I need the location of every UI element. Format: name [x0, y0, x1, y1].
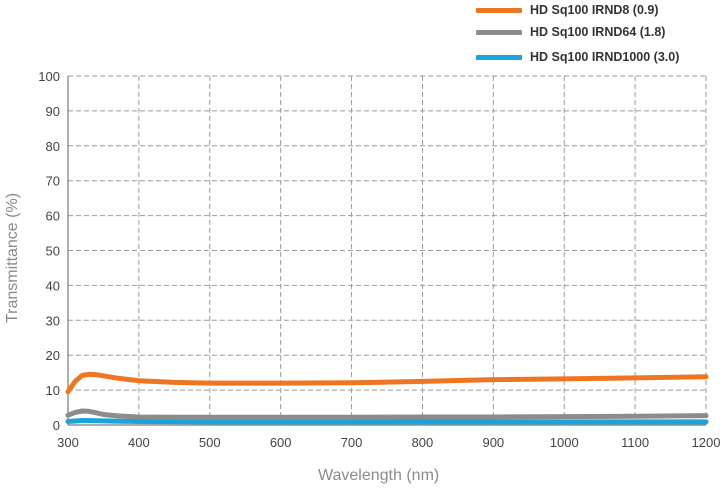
y-tick-label: 60	[46, 209, 60, 224]
x-tick-label: 700	[341, 435, 363, 450]
x-tick-label: 1200	[692, 435, 720, 450]
x-tick-label: 1100	[621, 435, 649, 450]
y-tick-label: 100	[38, 69, 60, 84]
x-tick-label: 300	[57, 435, 79, 450]
legend-item-irnd1000: HD Sq100 IRND1000 (3.0)	[476, 47, 679, 67]
legend-item-irnd8: HD Sq100 IRND8 (0.9)	[476, 0, 659, 20]
series-line-irnd8	[65, 371, 709, 395]
y-tick-label: 80	[46, 139, 60, 154]
axes	[67, 76, 706, 426]
legend-label-irnd8: HD Sq100 IRND8 (0.9)	[530, 3, 659, 17]
y-tick-label: 50	[46, 244, 60, 259]
y-tick-label: 20	[46, 348, 60, 363]
series-line-irnd1000	[65, 418, 709, 425]
legend-label-irnd64: HD Sq100 IRND64 (1.8)	[530, 25, 666, 39]
x-axis-title: Wavelength (nm)	[318, 467, 440, 484]
grid	[68, 75, 707, 425]
series-lines	[65, 371, 709, 425]
y-tick-label: 40	[46, 278, 60, 293]
tick-labels: 0 10 20 30 40 50 60 70 80 90 100 300 400 500 600 700 800…	[38, 69, 720, 450]
x-tick-label: 1000	[550, 435, 579, 450]
x-tick-label: 800	[412, 435, 434, 450]
y-tick-label: 70	[46, 174, 60, 189]
y-tick-label: 10	[46, 383, 60, 398]
y-axis-title: Transmittance (%)	[4, 192, 21, 324]
x-tick-label: 500	[199, 435, 221, 450]
y-tick-label: 90	[46, 104, 60, 119]
legend-label-irnd1000: HD Sq100 IRND1000 (3.0)	[530, 50, 680, 64]
y-tick-label: 0	[53, 418, 60, 433]
legend-swatch-irnd1000	[476, 54, 522, 60]
x-tick-label: 600	[270, 435, 292, 450]
legend-swatch-irnd64	[476, 29, 522, 35]
legend-swatch-irnd8	[476, 7, 522, 13]
legend-item-irnd64: HD Sq100 IRND64 (1.8)	[476, 22, 665, 42]
y-tick-label: 30	[46, 313, 60, 328]
x-tick-label: 900	[482, 435, 504, 450]
x-tick-label: 400	[128, 435, 150, 450]
series-line-irnd64	[65, 408, 709, 420]
